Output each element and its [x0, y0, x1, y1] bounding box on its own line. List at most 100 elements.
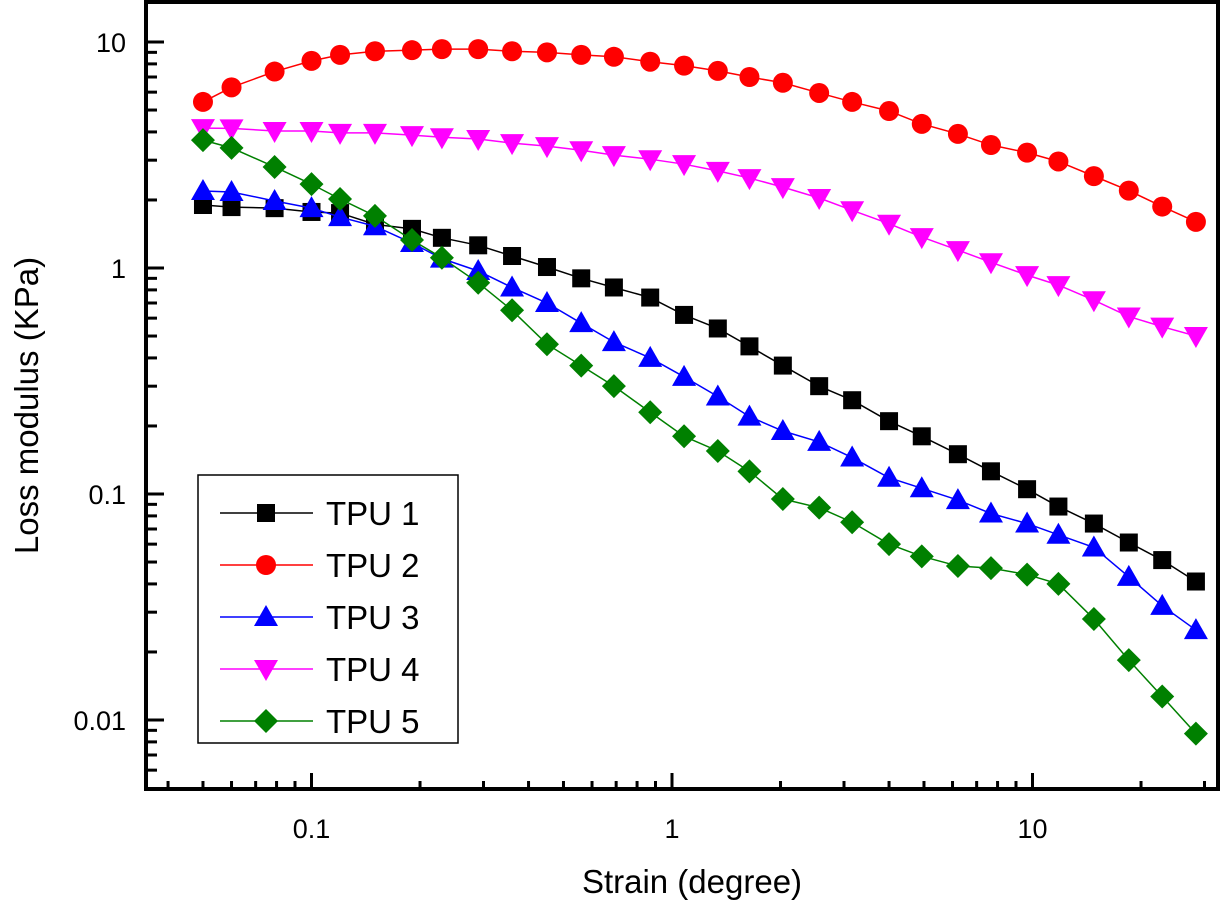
data-point — [740, 337, 759, 356]
data-point — [948, 445, 967, 464]
data-point — [1116, 648, 1141, 673]
data-point — [264, 61, 285, 82]
data-point — [672, 364, 697, 386]
data-point — [328, 186, 353, 211]
data-point — [640, 51, 661, 72]
data-point — [707, 60, 728, 81]
data-point — [537, 258, 556, 277]
data-point — [770, 487, 795, 512]
data-point — [909, 544, 934, 569]
data-point — [1015, 266, 1040, 288]
data-point — [604, 278, 623, 297]
data-point — [981, 462, 1000, 481]
legend-label: TPU 4 — [326, 651, 420, 688]
series-tpu-3 — [190, 179, 1208, 640]
data-point — [500, 275, 525, 297]
data-point — [1081, 535, 1106, 557]
data-point — [534, 291, 559, 313]
data-point — [534, 137, 559, 159]
legend-marker — [254, 709, 278, 733]
data-point — [1119, 533, 1138, 552]
data-point — [843, 391, 862, 410]
data-point — [299, 121, 324, 143]
data-point — [909, 228, 934, 250]
data-point — [299, 196, 324, 218]
data-point — [569, 311, 594, 333]
data-point — [429, 128, 454, 150]
data-point — [500, 298, 525, 323]
data-point — [1018, 480, 1037, 499]
data-point — [1150, 684, 1175, 709]
data-point — [945, 554, 970, 579]
data-point — [911, 113, 932, 134]
data-point — [193, 196, 212, 215]
data-point — [879, 101, 900, 122]
data-point — [190, 179, 215, 201]
data-point — [737, 404, 762, 426]
series-tpu-5 — [190, 128, 1208, 746]
data-point — [601, 146, 626, 168]
data-point — [221, 77, 242, 98]
data-point — [737, 169, 762, 191]
data-point — [1049, 497, 1068, 516]
data-point — [978, 556, 1003, 581]
data-point — [739, 67, 760, 88]
data-point — [978, 253, 1003, 275]
data-point — [569, 353, 594, 378]
data-point — [1116, 307, 1141, 329]
y-tick-label: 0.01 — [73, 706, 126, 736]
data-point — [1185, 211, 1206, 232]
data-point — [262, 188, 287, 210]
data-point — [192, 91, 213, 112]
data-point — [877, 532, 902, 557]
data-point — [569, 141, 594, 163]
data-point — [1046, 522, 1071, 544]
data-point — [328, 205, 353, 227]
data-point — [705, 384, 730, 406]
data-point — [1046, 276, 1071, 298]
data-point — [1046, 571, 1071, 596]
data-point — [909, 476, 934, 498]
data-point — [638, 345, 663, 367]
data-point — [431, 39, 452, 60]
data-point — [432, 228, 451, 247]
data-point — [807, 189, 832, 211]
legend-item: TPU 4 — [220, 651, 420, 688]
data-point — [1186, 572, 1205, 591]
data-point — [1017, 142, 1038, 163]
y-axis-title: Loss modulus (KPa) — [8, 257, 45, 554]
data-point — [362, 203, 387, 228]
data-point — [219, 135, 244, 160]
data-point — [401, 40, 422, 61]
axis-ticks: 0.1 1 10 0.01 0.1 1 10 — [73, 28, 1207, 844]
data-point — [770, 419, 795, 441]
data-point — [1183, 721, 1208, 746]
data-point — [399, 228, 424, 253]
y-tick-label: 0.1 — [88, 480, 126, 510]
y-tick-label: 1 — [111, 254, 126, 284]
data-point — [737, 459, 762, 484]
data-point — [301, 50, 322, 71]
data-point — [1153, 551, 1172, 570]
data-point — [842, 91, 863, 112]
legend-marker — [256, 555, 276, 575]
series-tpu-2 — [192, 39, 1206, 232]
data-point — [500, 134, 525, 156]
data-point — [330, 44, 351, 65]
plot-frame — [144, 0, 1220, 791]
data-point — [978, 501, 1003, 523]
data-point — [773, 356, 792, 375]
legend-label: TPU 2 — [326, 547, 420, 584]
series-tpu-4 — [190, 119, 1208, 349]
x-axis-title: Strain (degree) — [582, 863, 802, 900]
data-point — [466, 258, 491, 280]
data-point — [912, 427, 931, 446]
data-point — [809, 82, 830, 103]
data-point — [1048, 151, 1069, 172]
data-point — [807, 495, 832, 520]
data-point — [1083, 166, 1104, 187]
x-tick-label: 10 — [1017, 814, 1047, 844]
data-point — [840, 510, 865, 535]
x-tick-label: 1 — [664, 814, 679, 844]
data-point — [262, 121, 287, 143]
